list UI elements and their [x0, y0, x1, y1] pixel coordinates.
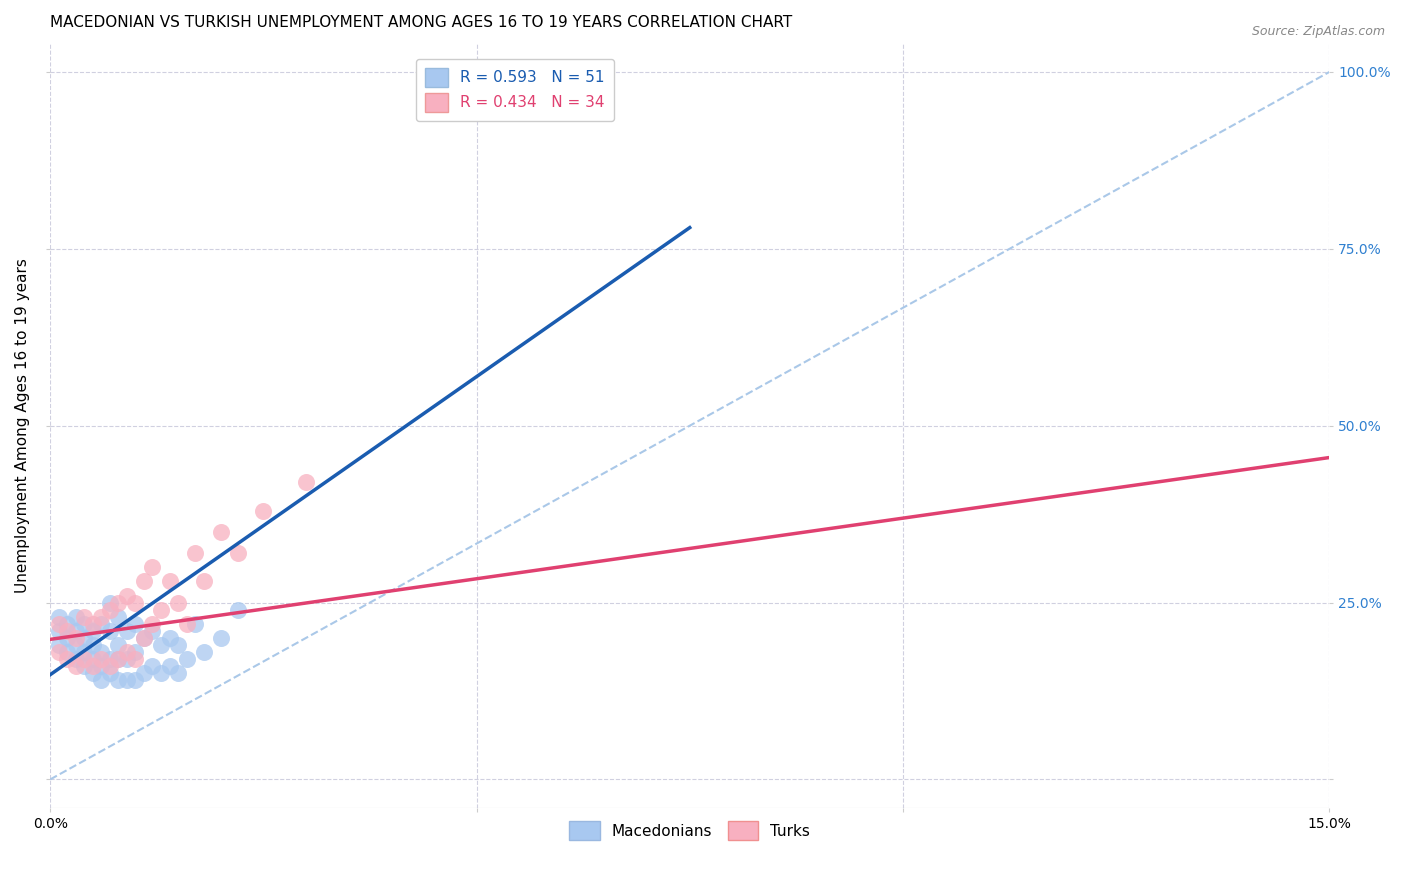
Point [48, 645, 70, 659]
Point [82, 652, 104, 666]
Point [82, 666, 104, 681]
Legend: Macedonians, Turks: Macedonians, Turks [562, 815, 817, 846]
Point [56, 645, 79, 659]
Point [73, 645, 96, 659]
Point [226, 602, 249, 616]
Point [176, 652, 198, 666]
Point [141, 560, 163, 574]
Point [150, 638, 173, 652]
Point [73, 616, 96, 631]
Point [150, 666, 173, 681]
Point [124, 616, 146, 631]
Point [56, 624, 79, 638]
Point [167, 666, 190, 681]
Point [107, 673, 129, 688]
Point [65, 631, 87, 645]
Point [65, 659, 87, 673]
Point [141, 616, 163, 631]
Point [193, 645, 215, 659]
Point [73, 659, 96, 673]
Point [65, 638, 87, 652]
Point [124, 645, 146, 659]
Point [184, 546, 207, 560]
Point [82, 638, 104, 652]
Text: Source: ZipAtlas.com: Source: ZipAtlas.com [1251, 25, 1385, 38]
Y-axis label: Unemployment Among Ages 16 to 19 years: Unemployment Among Ages 16 to 19 years [15, 259, 30, 593]
Point [82, 624, 104, 638]
Point [132, 574, 155, 589]
Point [98, 602, 121, 616]
Point [167, 638, 190, 652]
Point [48, 638, 70, 652]
Point [115, 624, 138, 638]
Point [90, 645, 112, 659]
Point [90, 652, 112, 666]
Point [56, 616, 79, 631]
Point [98, 659, 121, 673]
Point [141, 659, 163, 673]
Point [132, 631, 155, 645]
Point [56, 631, 79, 645]
Point [65, 624, 87, 638]
Point [56, 652, 79, 666]
Point [115, 673, 138, 688]
Point [65, 652, 87, 666]
Point [65, 609, 87, 624]
Point [124, 673, 146, 688]
Point [115, 652, 138, 666]
Point [98, 596, 121, 610]
Point [98, 666, 121, 681]
Point [82, 659, 104, 673]
Point [150, 602, 173, 616]
Point [90, 673, 112, 688]
Point [48, 609, 70, 624]
Point [226, 546, 249, 560]
Point [159, 574, 181, 589]
Point [132, 631, 155, 645]
Point [107, 638, 129, 652]
Point [124, 652, 146, 666]
Point [159, 659, 181, 673]
Point [193, 574, 215, 589]
Point [252, 503, 274, 517]
Point [90, 609, 112, 624]
Point [124, 596, 146, 610]
Point [48, 624, 70, 638]
Point [115, 589, 138, 603]
Point [176, 616, 198, 631]
Point [141, 624, 163, 638]
Text: MACEDONIAN VS TURKISH UNEMPLOYMENT AMONG AGES 16 TO 19 YEARS CORRELATION CHART: MACEDONIAN VS TURKISH UNEMPLOYMENT AMONG… [51, 15, 793, 30]
Point [295, 475, 318, 490]
Point [209, 631, 232, 645]
Point [73, 631, 96, 645]
Point [115, 645, 138, 659]
Point [73, 609, 96, 624]
Point [98, 624, 121, 638]
Point [90, 659, 112, 673]
Point [159, 631, 181, 645]
Point [90, 616, 112, 631]
Point [73, 652, 96, 666]
Point [167, 596, 190, 610]
Point [107, 609, 129, 624]
Point [82, 616, 104, 631]
Point [48, 616, 70, 631]
Point [107, 652, 129, 666]
Point [107, 596, 129, 610]
Point [132, 666, 155, 681]
Point [107, 652, 129, 666]
Point [184, 616, 207, 631]
Point [98, 652, 121, 666]
Point [209, 524, 232, 539]
